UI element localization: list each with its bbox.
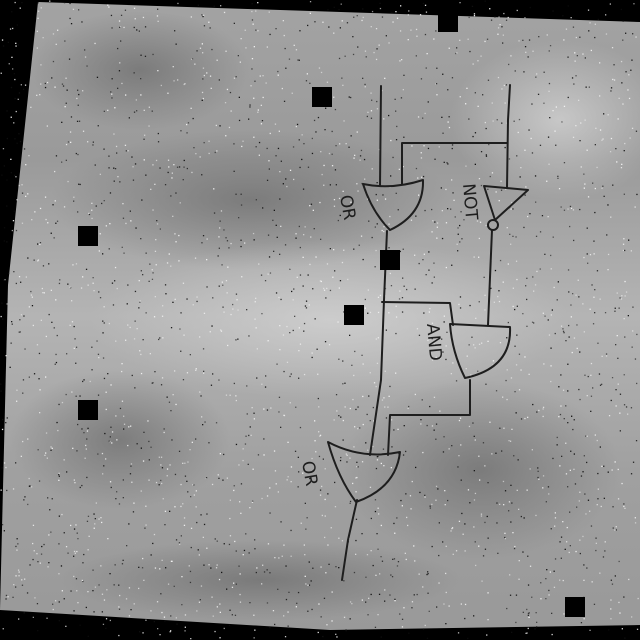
- blot-square: [565, 597, 585, 617]
- input-wire-left: [379, 85, 382, 187]
- blot-square: [78, 400, 98, 420]
- or-gate-1-label: OR: [335, 193, 359, 221]
- not-gate: [483, 185, 529, 231]
- or-gate-2: [327, 441, 401, 503]
- blot-marks: [78, 12, 585, 617]
- blot-square: [344, 305, 364, 325]
- blot-square: [380, 250, 400, 270]
- blot-square: [78, 226, 98, 246]
- wire-and-to-or-2: [387, 379, 471, 456]
- wire-or-1-to-and: [381, 301, 454, 326]
- not-gate-label: NOT: [458, 183, 481, 222]
- output-wire: [341, 499, 358, 581]
- wire-branch-to-or: [401, 142, 508, 185]
- blot-square: [312, 87, 332, 107]
- and-gate-label: AND: [422, 323, 445, 362]
- or-gate-2-label: OR: [297, 459, 321, 487]
- and-gate: [449, 323, 512, 379]
- blot-square: [438, 12, 458, 32]
- input-wire-right: [506, 84, 511, 189]
- wire-not-to-and: [487, 229, 493, 326]
- or-gate-1: [362, 179, 425, 231]
